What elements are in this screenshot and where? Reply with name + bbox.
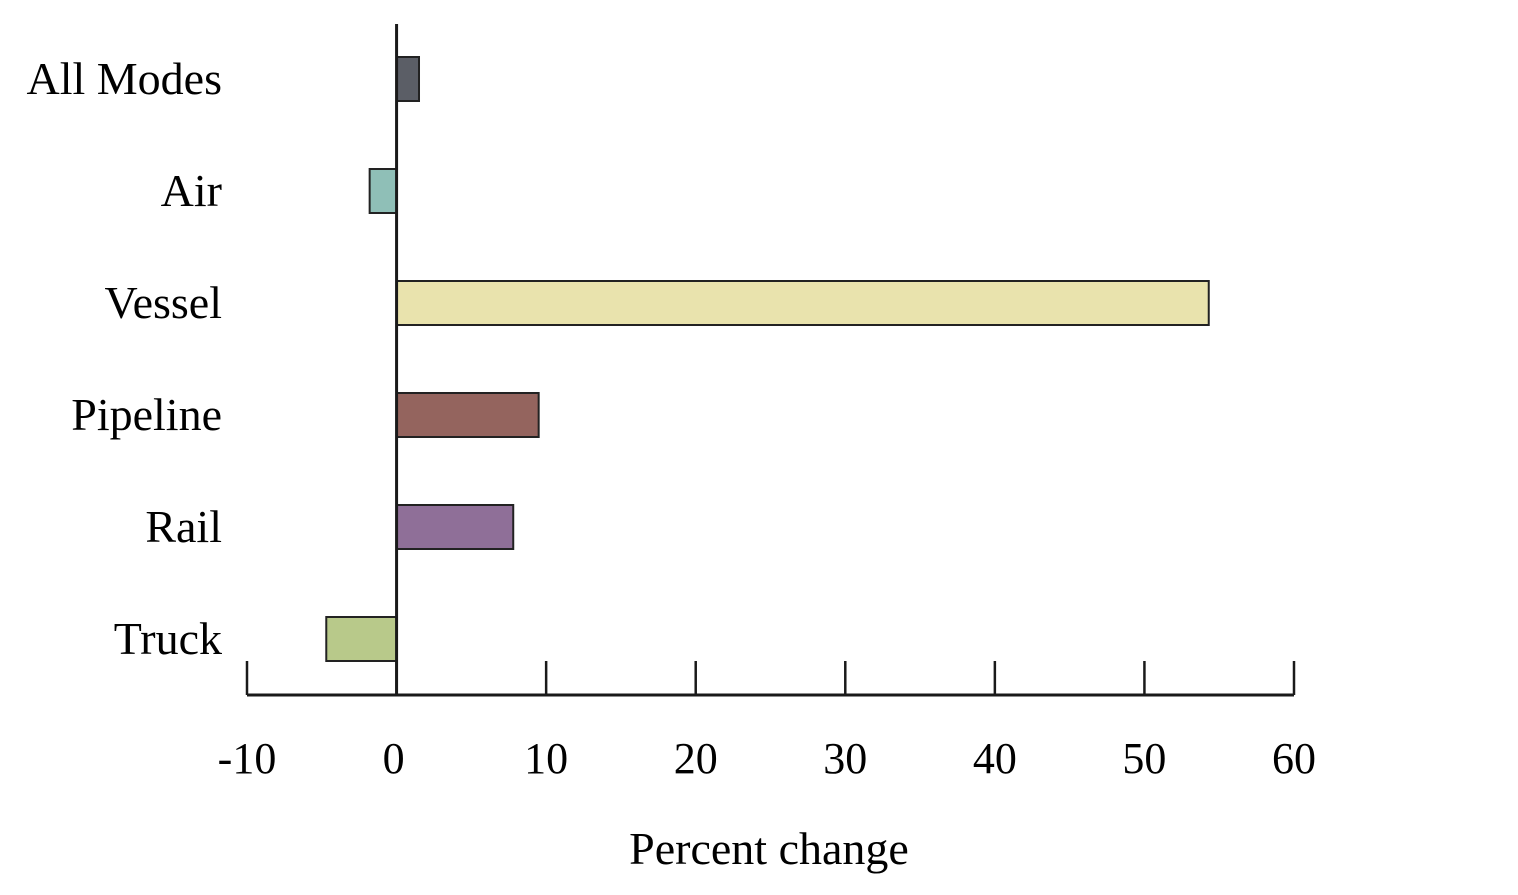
x-tick-labels: -10 0 10 20 30 40 50 60	[218, 734, 1316, 783]
x-tick-label-50: 50	[1122, 734, 1166, 783]
category-label-vessel: Vessel	[104, 277, 222, 328]
category-label-truck: Truck	[114, 613, 222, 664]
bar-vessel	[395, 280, 1210, 326]
x-tick-label-0: 0	[383, 734, 405, 783]
x-axis-title: Percent change	[629, 823, 909, 874]
bar-pipeline	[395, 392, 540, 438]
x-axis-ticks	[245, 661, 1296, 695]
bar-all-modes	[395, 56, 421, 102]
bar-rail	[395, 504, 515, 550]
category-label-rail: Rail	[145, 501, 222, 552]
x-tick-label-60: 60	[1272, 734, 1316, 783]
bar-air	[368, 168, 398, 214]
category-labels: All Modes Air Vessel Pipeline Rail Truck	[27, 53, 223, 664]
x-tick-label--10: -10	[218, 734, 277, 783]
category-label-pipeline: Pipeline	[71, 389, 222, 440]
category-label-all-modes: All Modes	[27, 53, 223, 104]
bars-group	[325, 56, 1210, 662]
x-tick-label-20: 20	[674, 734, 718, 783]
x-tick-label-30: 30	[823, 734, 867, 783]
x-tick-label-40: 40	[973, 734, 1017, 783]
axes	[247, 24, 1294, 697]
category-label-air: Air	[161, 165, 222, 216]
bar-truck	[325, 616, 398, 662]
x-tick-label-10: 10	[524, 734, 568, 783]
